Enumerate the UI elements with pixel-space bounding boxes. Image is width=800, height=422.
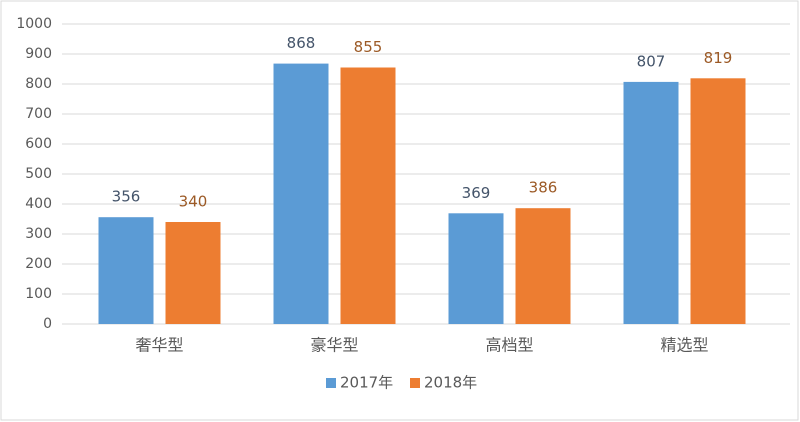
y-tick-label: 100 [25,286,52,302]
legend-label: 2018年 [424,374,477,392]
x-tick-label: 精选型 [660,336,708,355]
bar [623,81,679,325]
bar [515,208,571,324]
x-tick-label: 高档型 [485,336,533,355]
y-tick-label: 200 [25,256,52,272]
bar [340,67,396,324]
data-label: 819 [704,49,733,67]
x-tick-label: 豪华型 [310,336,358,355]
bar [98,217,154,324]
data-label: 356 [112,188,141,206]
y-tick-label: 0 [43,316,52,332]
y-tick-label: 300 [25,226,52,242]
y-tick-label: 1000 [16,16,52,32]
legend-marker [326,378,336,388]
y-tick-label: 800 [25,76,52,92]
legend-marker [410,378,420,388]
y-tick-label: 700 [25,106,52,122]
x-tick-label: 奢华型 [135,336,183,355]
bar [690,78,746,324]
bar [448,213,504,324]
data-label: 807 [637,52,666,70]
data-label: 340 [179,193,208,211]
bar [273,63,329,324]
y-tick-label: 900 [25,46,52,62]
data-label: 868 [287,34,316,52]
bar [165,222,221,324]
data-label: 369 [462,184,491,202]
data-label: 855 [354,38,383,56]
y-tick-label: 500 [25,166,52,182]
data-label: 386 [529,179,558,197]
y-tick-label: 600 [25,136,52,152]
y-tick-label: 400 [25,196,52,212]
legend-label: 2017年 [340,374,393,392]
